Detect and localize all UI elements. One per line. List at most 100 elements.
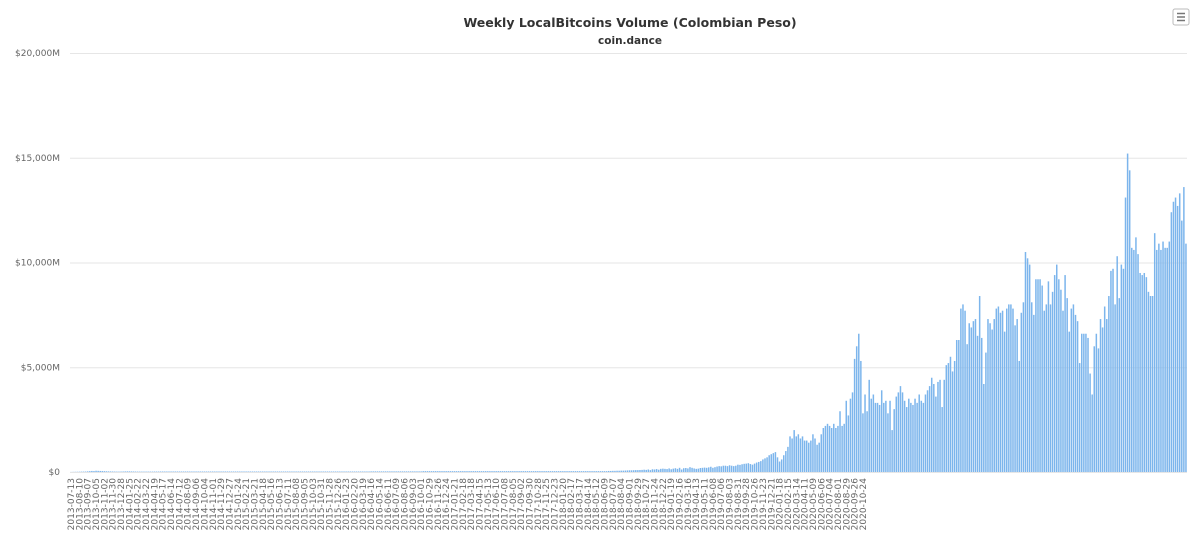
bar xyxy=(764,458,766,472)
bar xyxy=(522,471,525,472)
bar xyxy=(182,471,185,472)
bar xyxy=(451,471,454,472)
bar xyxy=(1178,193,1181,472)
x-tick-label: 2016-07-09 xyxy=(392,478,402,531)
bar xyxy=(161,471,164,472)
bar xyxy=(820,434,823,472)
bar xyxy=(372,471,374,472)
bar-series xyxy=(70,153,1187,473)
bar xyxy=(434,471,437,472)
x-tick-label: 2014-12-27 xyxy=(225,478,235,530)
bar xyxy=(416,471,418,472)
bar xyxy=(1122,268,1125,472)
bar xyxy=(812,434,814,472)
hamburger-menu-icon[interactable] xyxy=(1177,12,1185,22)
bar xyxy=(1053,275,1056,472)
chart-title: Weekly LocalBitcoins Volume (Colombian P… xyxy=(463,15,796,30)
x-tick-label: 2017-05-13 xyxy=(484,478,494,530)
chart-menu-button[interactable] xyxy=(1172,8,1190,26)
bar xyxy=(414,471,416,472)
bar xyxy=(945,365,948,472)
bar xyxy=(912,404,914,472)
bar xyxy=(362,471,364,472)
x-tick-label: 2016-05-14 xyxy=(375,478,385,531)
bar xyxy=(284,471,287,472)
bar xyxy=(624,470,627,472)
bar xyxy=(270,471,272,472)
bar xyxy=(682,468,685,472)
bar xyxy=(107,471,110,472)
x-tick-label: 2019-03-16 xyxy=(684,478,694,531)
bar xyxy=(685,468,687,472)
bar xyxy=(837,425,839,472)
bar xyxy=(312,471,314,472)
bar xyxy=(172,471,174,472)
x-tick-label: 2020-01-18 xyxy=(776,478,786,531)
bar xyxy=(618,470,620,472)
bar xyxy=(199,471,201,472)
bar xyxy=(858,333,860,472)
x-tick-label: 2020-06-06 xyxy=(817,478,827,531)
x-tick-label: 2016-11-26 xyxy=(434,478,444,531)
bar xyxy=(601,471,604,472)
x-tick-label: 2017-09-30 xyxy=(526,478,536,531)
bar xyxy=(409,471,412,472)
bar xyxy=(489,471,491,472)
bar xyxy=(184,471,187,472)
bar xyxy=(501,471,504,472)
bar xyxy=(803,440,806,472)
bar xyxy=(430,471,433,472)
bar xyxy=(878,404,881,472)
bar xyxy=(653,469,656,472)
bar xyxy=(445,471,447,472)
bar xyxy=(378,471,381,472)
bar xyxy=(937,381,939,472)
x-tick-label: 2019-04-13 xyxy=(692,478,702,530)
bar xyxy=(883,402,885,472)
bar xyxy=(255,471,258,472)
x-tick-label: 2018-06-09 xyxy=(601,478,611,531)
bar xyxy=(564,471,566,472)
bar xyxy=(674,468,677,472)
bar xyxy=(928,386,931,472)
bar xyxy=(1064,275,1066,472)
bar xyxy=(693,468,695,472)
x-tick-label: 2015-03-21 xyxy=(250,478,260,530)
x-tick-label: 2016-03-19 xyxy=(359,478,369,531)
x-tick-label: 2020-05-09 xyxy=(809,478,819,531)
bar xyxy=(1072,304,1075,472)
bar xyxy=(1128,170,1131,472)
bar xyxy=(186,471,189,472)
bar xyxy=(772,453,775,472)
bar xyxy=(422,471,424,472)
bar xyxy=(266,471,268,472)
bar xyxy=(272,471,274,472)
bar xyxy=(1001,310,1004,472)
bar xyxy=(339,471,341,472)
bar xyxy=(205,471,208,472)
bar xyxy=(655,469,658,472)
bar xyxy=(643,469,645,472)
bar xyxy=(432,471,435,472)
bar xyxy=(535,471,537,472)
bar xyxy=(591,471,593,472)
bar xyxy=(870,398,873,472)
x-tick-label: 2018-05-12 xyxy=(592,478,602,530)
bar xyxy=(1022,302,1025,472)
x-tick-label: 2015-11-28 xyxy=(325,478,335,531)
x-tick-label: 2019-07-06 xyxy=(717,478,727,531)
bar xyxy=(626,470,629,472)
bar xyxy=(499,471,502,472)
bar xyxy=(916,402,918,472)
bar xyxy=(589,471,591,472)
bar xyxy=(660,468,662,472)
bar xyxy=(920,400,923,472)
x-tick-label: 2019-06-08 xyxy=(709,478,719,531)
x-tick-label: 2019-08-03 xyxy=(726,478,736,530)
bar xyxy=(228,471,231,472)
bar xyxy=(707,467,710,472)
bar xyxy=(895,396,898,472)
bar xyxy=(557,471,560,472)
bar xyxy=(541,471,543,472)
bar xyxy=(570,471,572,472)
